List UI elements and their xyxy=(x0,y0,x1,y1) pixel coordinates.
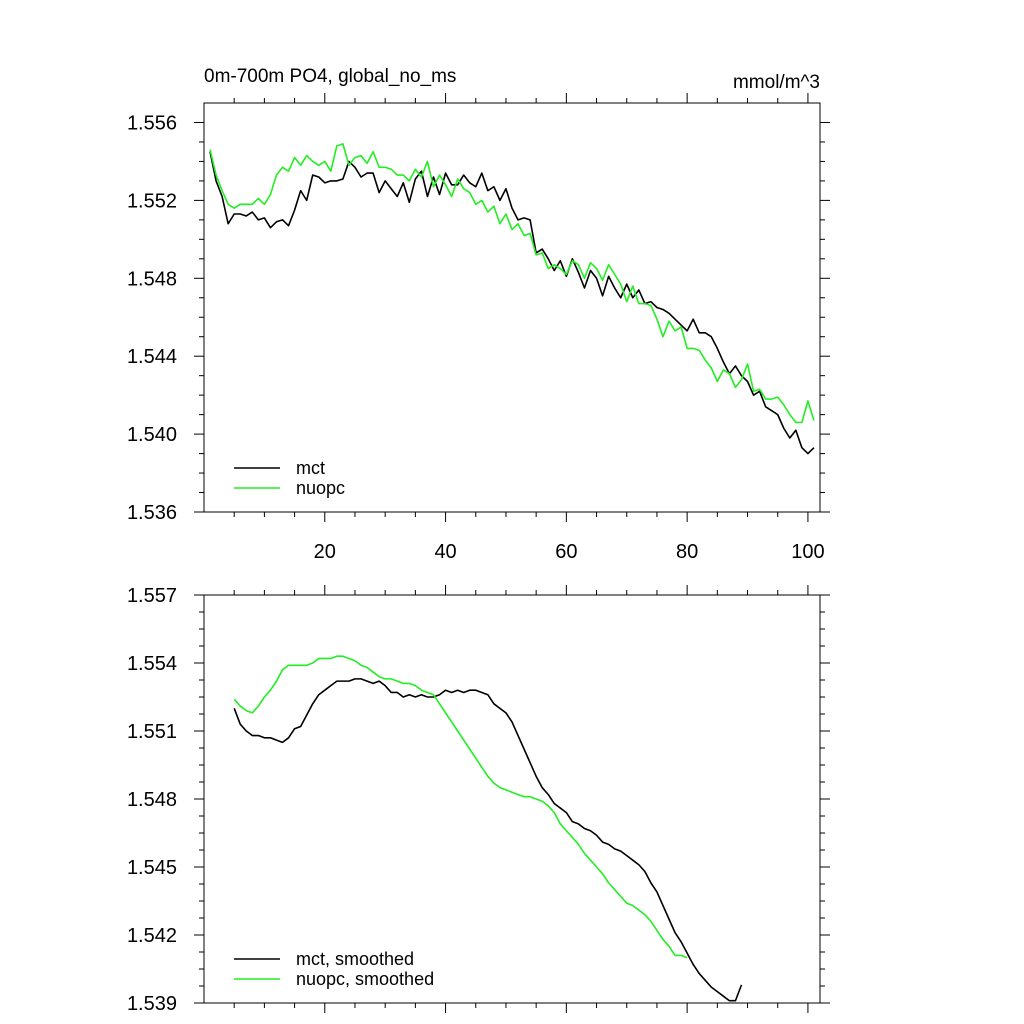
legend-label: mct, smoothed xyxy=(296,949,414,969)
y-tick-label: 1.557 xyxy=(127,585,177,607)
x-tick-label: 100 xyxy=(791,541,824,563)
y-tick-label: 1.539 xyxy=(127,993,177,1015)
legend-label: nuopc xyxy=(296,478,345,498)
y-tick-label: 1.545 xyxy=(127,857,177,879)
figure-title: 0m-700m PO4, global_no_ms xyxy=(204,66,456,87)
y-tick-label: 1.540 xyxy=(127,424,177,446)
figure-units: mmol/m^3 xyxy=(733,72,820,93)
x-tick-label: 20 xyxy=(314,541,336,563)
x-tick-label: 80 xyxy=(676,541,698,563)
series-line-nuopc xyxy=(209,143,815,424)
y-tick-label: 1.536 xyxy=(127,502,177,524)
series-line-nuopc-smoothed xyxy=(233,655,688,959)
bottom-panel: 1.539 1.542 1.545 1.548 1.551 1.554 1.557 mct, … xyxy=(127,585,830,1015)
x-tick-label: 40 xyxy=(434,541,456,563)
series-line-mct xyxy=(209,151,815,455)
x-tick-label: 60 xyxy=(555,541,577,563)
y-tick-label: 1.548 xyxy=(127,789,177,811)
y-tick-label: 1.554 xyxy=(127,653,177,675)
y-tick-label: 1.548 xyxy=(127,268,177,290)
legend-label: mct xyxy=(296,458,325,478)
series-line-mct-smoothed xyxy=(233,678,743,1002)
plot-frame xyxy=(203,102,821,513)
y-tick-label: 1.551 xyxy=(127,721,177,743)
y-tick-label: 1.552 xyxy=(127,190,177,212)
y-tick-label: 1.544 xyxy=(127,346,177,368)
y-tick-label: 1.542 xyxy=(127,925,177,947)
y-tick-label: 1.556 xyxy=(127,112,177,134)
top-panel: 1.536 1.540 1.544 1.548 1.552 1.556 20 40 60 80 10… xyxy=(127,93,830,563)
legend-label: nuopc, smoothed xyxy=(296,969,434,989)
